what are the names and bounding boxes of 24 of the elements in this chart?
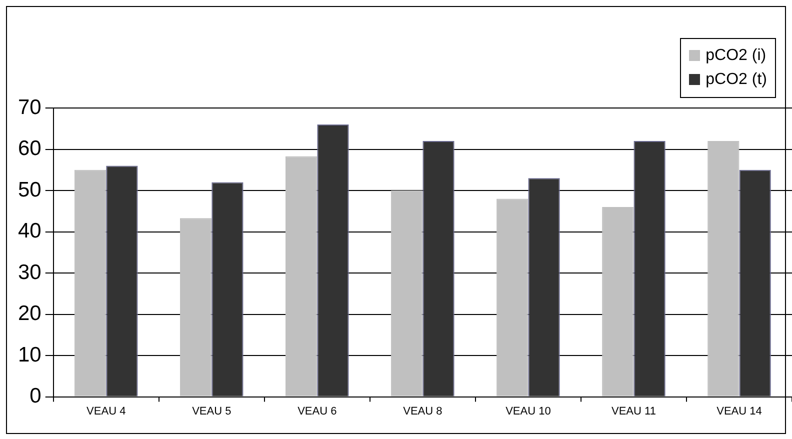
x-tick-label: VEAU 5 [192,405,232,418]
legend-label: pCO2 (t) [706,71,767,88]
y-tick-label: 60 [18,137,42,160]
y-tick-label: 70 [18,96,42,119]
x-tick-label: VEAU 4 [86,405,126,418]
bar [602,207,634,396]
x-tick-label: VEAU 8 [403,405,442,418]
bar [708,141,740,396]
y-tick-label: 10 [18,343,42,366]
bar [74,170,106,396]
x-tick-label: VEAU 14 [716,405,762,418]
bar [496,198,528,396]
y-tick-label: 20 [18,302,42,326]
bar [286,156,318,396]
bar [391,190,423,396]
y-tick-label: 30 [18,260,42,284]
x-tick-label: VEAU 6 [298,405,337,418]
bar [180,218,212,396]
x-tick-label: VEAU 11 [612,405,656,418]
x-tick-label: VEAU 10 [506,405,551,418]
legend-label: pCO2 (i) [706,47,766,64]
y-tick-label: 40 [18,220,42,243]
y-tick-label: 0 [30,384,42,408]
y-tick-label: 50 [18,178,42,202]
